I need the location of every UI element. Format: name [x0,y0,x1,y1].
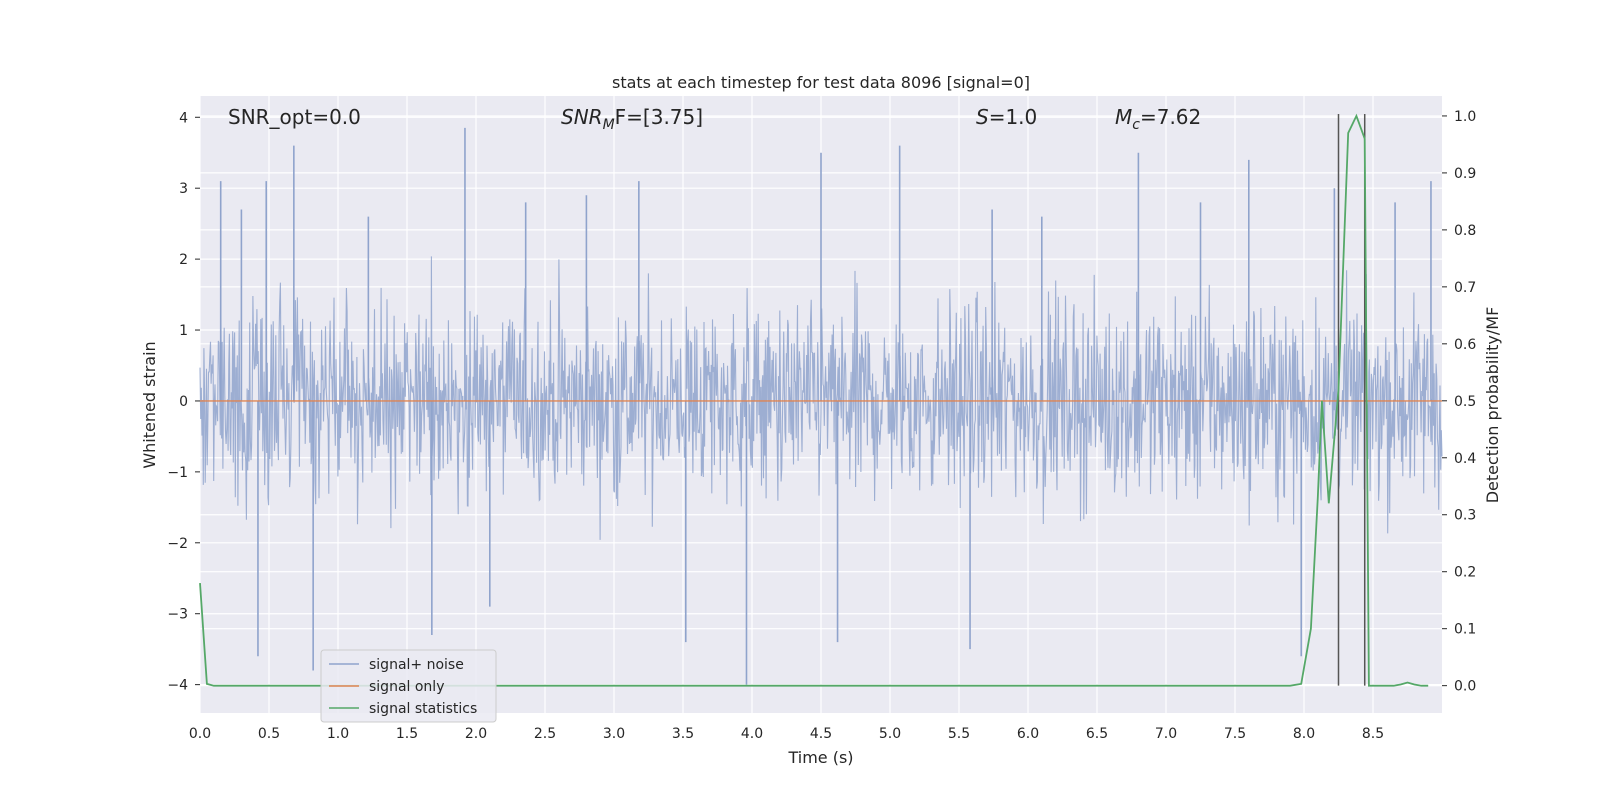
y-tick-label-right: 0.6 [1454,337,1476,353]
y-tick-label-right: 0.7 [1454,280,1476,296]
x-axis-label: Time (s) [787,748,853,767]
y-tick-label-left: 0 [179,394,188,410]
noise-trace [199,256,1443,540]
annotation-snr-opt: SNR_opt=0.0 [228,105,361,129]
x-tick-label: 6.0 [1017,726,1039,742]
y-tick-label-right: 0.2 [1454,565,1476,581]
y-tick-label-right: 1.0 [1454,109,1476,125]
x-tick-label: 7.0 [1155,726,1177,742]
y-tick-label-right: 0.8 [1454,223,1476,239]
x-tick-label: 1.5 [396,726,418,742]
x-tick-label: 8.0 [1293,726,1315,742]
y-tick-label-left: 1 [179,323,188,339]
statistics-line [199,113,1429,687]
x-tick-label: 0.0 [189,726,211,742]
y-tick-label-right: 0.9 [1454,166,1476,182]
annotation-mc: Mc=7.62 [1115,105,1201,133]
y-tick-label-left: −2 [167,536,188,552]
x-tick-label: 0.5 [258,726,280,742]
y-tick-label-right: 0.0 [1454,679,1476,695]
y-tick-label-left: −3 [167,607,188,623]
y-tick-label-right: 0.5 [1454,394,1476,410]
y-tick-label-left: −4 [167,678,188,694]
y-tick-label-right: 0.1 [1454,622,1476,638]
x-tick-label: 1.0 [327,726,349,742]
x-tick-label: 7.5 [1224,726,1246,742]
x-tick-label: 3.0 [603,726,625,742]
tick-labels: 0.0 0.5 1.0 1.5 2.0 2.5 3.0 3.5 4.0 4.5 5.0 5.5 6.0 6… [167,109,1476,742]
y-axis-label-right: Detection probability/MF [1483,307,1502,504]
legend: signal+ noise signal only signal statist… [320,649,497,723]
y-tick-label-left: 4 [179,110,188,126]
annotation-snr-mf: SNRMF=[3.75] [561,105,703,133]
chart-title: stats at each timestep for test data 809… [612,73,1030,92]
y-tick-label-right: 0.4 [1454,451,1476,467]
x-tick-label: 5.0 [879,726,901,742]
x-tick-label: 4.5 [810,726,832,742]
series-signal-statistics [199,113,1429,687]
x-tick-label: 2.5 [534,726,556,742]
annotation-s: S=1.0 [976,105,1037,129]
x-tick-label: 6.5 [1086,726,1108,742]
x-tick-label: 5.5 [948,726,970,742]
y-tick-label-left: 2 [179,252,188,268]
x-tick-label: 4.0 [741,726,763,742]
y-tick-label-left: 3 [179,181,188,197]
x-tick-label: 8.5 [1362,726,1384,742]
y-tick-label-right: 0.3 [1454,508,1476,524]
legend-label-signal-noise: signal+ noise [369,657,464,673]
x-tick-label: 2.0 [465,726,487,742]
x-tick-label: 3.5 [672,726,694,742]
legend-label-signal-only: signal only [369,679,444,695]
y-tick-label-left: −1 [167,465,188,481]
y-axis-label-left: Whitened strain [140,341,159,468]
legend-box [320,649,497,723]
series-signal-noise [199,127,1443,685]
legend-label-signal-statistics: signal statistics [369,701,477,717]
